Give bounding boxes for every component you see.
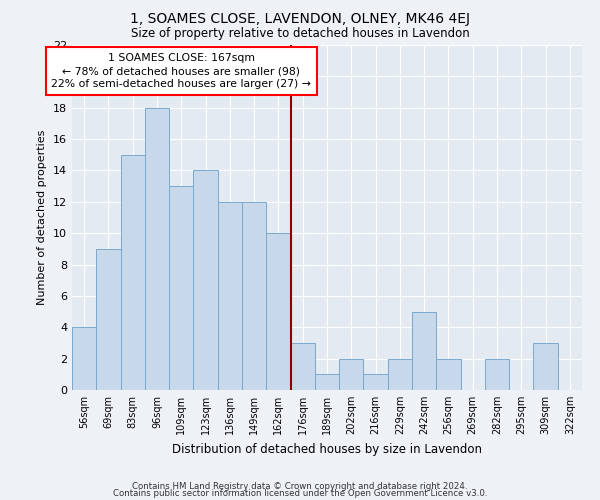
Bar (72, 328, 96, 390)
Bar (436, 358, 461, 390)
Text: Contains HM Land Registry data © Crown copyright and database right 2024.: Contains HM Land Registry data © Crown c… (132, 482, 468, 491)
Bar (242, 202, 266, 390)
Bar (533, 343, 558, 390)
Bar (339, 358, 364, 390)
Bar (193, 170, 218, 390)
Bar (266, 233, 290, 390)
X-axis label: Distribution of detached houses by size in Lavendon: Distribution of detached houses by size … (172, 442, 482, 456)
Bar (121, 155, 145, 390)
Bar (290, 343, 315, 390)
Bar (169, 186, 193, 390)
Text: 1 SOAMES CLOSE: 167sqm
← 78% of detached houses are smaller (98)
22% of semi-det: 1 SOAMES CLOSE: 167sqm ← 78% of detached… (52, 53, 311, 89)
Text: Size of property relative to detached houses in Lavendon: Size of property relative to detached ho… (131, 28, 469, 40)
Bar (412, 312, 436, 390)
Bar (388, 358, 412, 390)
Bar (315, 374, 339, 390)
Text: Contains public sector information licensed under the Open Government Licence v3: Contains public sector information licen… (113, 490, 487, 498)
Bar (485, 358, 509, 390)
Y-axis label: Number of detached properties: Number of detached properties (37, 130, 47, 305)
Bar (145, 108, 169, 390)
Text: 1, SOAMES CLOSE, LAVENDON, OLNEY, MK46 4EJ: 1, SOAMES CLOSE, LAVENDON, OLNEY, MK46 4… (130, 12, 470, 26)
Bar (96, 249, 121, 390)
Bar (218, 202, 242, 390)
Bar (364, 374, 388, 390)
